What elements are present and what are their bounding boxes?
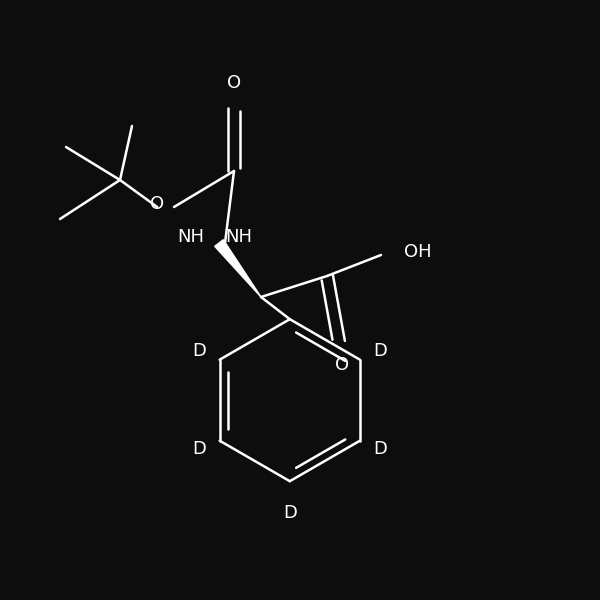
Text: O: O (335, 356, 349, 374)
Text: D: D (373, 440, 387, 458)
Text: D: D (373, 342, 387, 360)
Text: D: D (283, 504, 297, 522)
Text: OH: OH (404, 243, 431, 261)
Text: NH: NH (177, 228, 204, 246)
Text: D: D (193, 342, 206, 360)
Text: D: D (193, 440, 206, 458)
Text: O: O (150, 195, 164, 213)
Text: NH: NH (225, 228, 252, 246)
Text: O: O (227, 74, 241, 92)
Polygon shape (215, 239, 261, 297)
